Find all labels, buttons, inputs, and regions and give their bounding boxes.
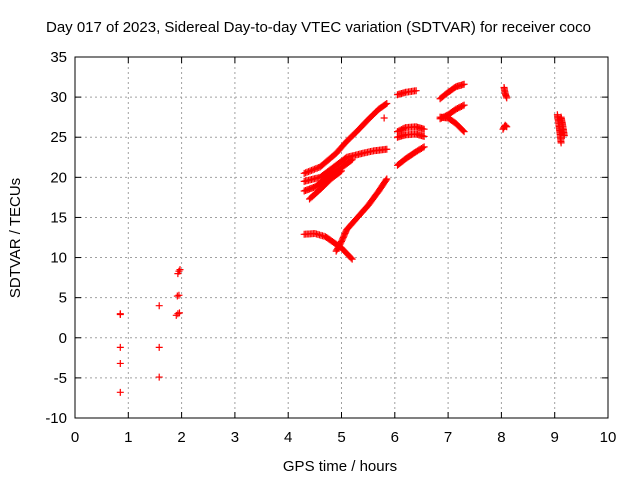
data-point [338,167,345,175]
data-point [420,125,428,133]
y-tick-label: -10 [45,410,67,427]
data-point [459,102,467,110]
x-tick-label: 3 [231,429,239,446]
data-point [348,156,356,164]
x-axis-label: GPS time / hours [283,458,397,475]
x-tick-label: 8 [497,429,505,446]
data-point [155,302,163,310]
data-point [175,309,183,317]
x-tick-label: 0 [71,429,79,446]
data-point [382,176,390,184]
data-point [116,311,124,319]
y-tick-label: 35 [50,49,67,66]
data-point [502,122,510,130]
data-point [460,128,468,136]
y-tick-label: -5 [54,370,67,387]
x-tick-label: 6 [391,429,399,446]
data-point [336,168,344,176]
data-point [383,100,391,108]
x-tick-label: 10 [600,429,617,446]
axis-ticks [74,56,609,419]
data-point [176,266,184,274]
data-point [420,132,428,140]
data-point [460,80,468,88]
data-point [503,94,511,102]
data-point [116,388,124,396]
data-point [175,291,183,299]
y-tick-label: 15 [50,209,67,226]
y-tick-label: 30 [50,89,67,106]
y-tick-label: 20 [50,169,67,186]
data-point [155,343,163,351]
y-tick-label: 10 [50,250,67,267]
data-point [347,254,355,262]
data-point [116,343,124,351]
data-point [557,139,565,147]
data-point [155,373,163,381]
data-point [383,145,391,153]
data-point [174,310,182,318]
plot-points [116,80,568,396]
y-tick-labels: -10 -5 0 5 10 15 20 25 30 35 [45,49,67,427]
data-point [175,267,183,275]
y-tick-label: 0 [59,330,67,347]
x-tick-labels: 0 1 2 3 4 5 6 7 8 9 10 [71,429,617,446]
data-point [380,114,388,122]
x-tick-label: 2 [177,429,185,446]
y-axis-label: SDTVAR / TECUs [7,178,24,298]
data-point [503,123,511,131]
data-point [173,292,181,300]
data-point [116,359,124,367]
data-point [347,157,355,165]
data-point [348,255,356,263]
data-point [460,101,468,109]
data-point [560,132,568,140]
chart-title: Day 017 of 2023, Sidereal Day-to-day VTE… [46,19,591,36]
x-tick-label: 4 [284,429,292,446]
data-point [459,127,467,135]
data-point [412,87,420,95]
data-point [419,144,427,152]
x-tick-label: 9 [551,429,559,446]
y-tick-label: 5 [59,290,67,307]
y-tick-label: 25 [50,129,67,146]
data-point [383,175,391,183]
x-tick-label: 7 [444,429,452,446]
data-point [420,143,428,151]
data-point [382,100,390,108]
x-tick-label: 1 [124,429,132,446]
data-point [501,121,509,129]
x-tick-label: 5 [337,429,345,446]
